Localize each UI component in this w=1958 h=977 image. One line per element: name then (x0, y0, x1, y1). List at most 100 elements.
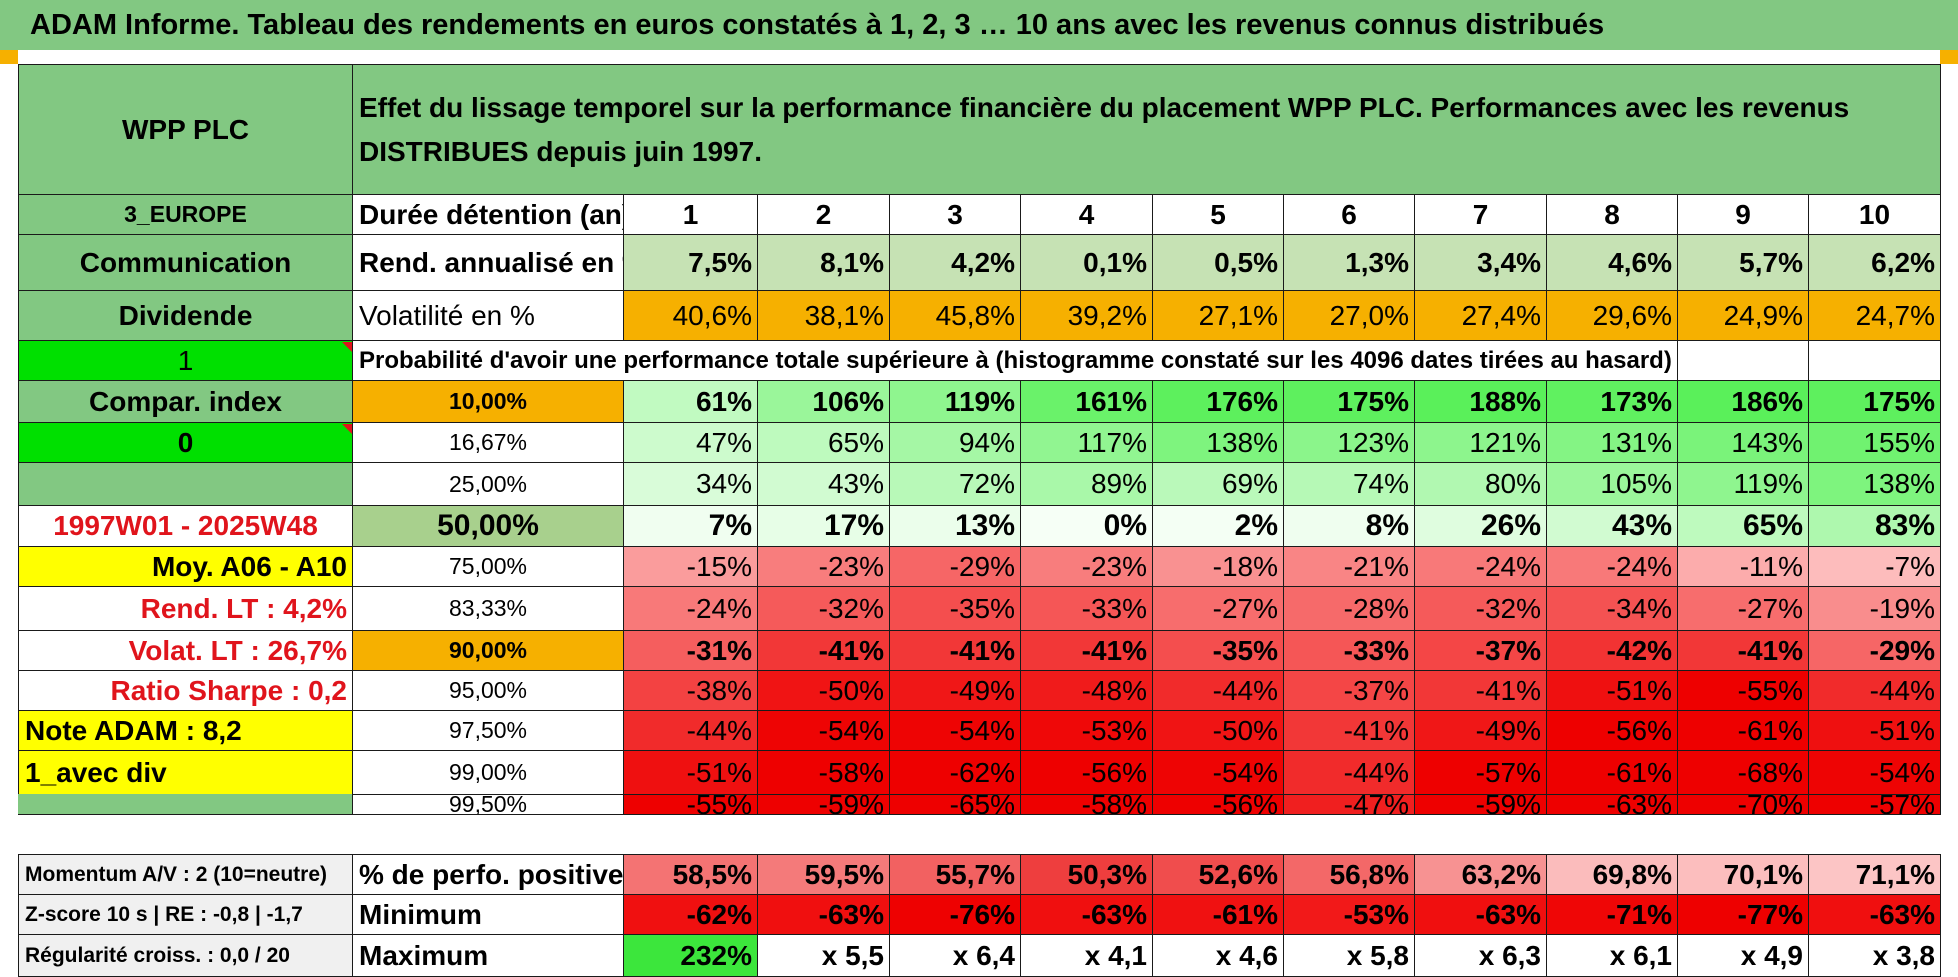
prob-value: -44% (1152, 670, 1284, 711)
year-header: 2 (757, 194, 890, 235)
year-header: 3 (889, 194, 1021, 235)
prob-value: -38% (623, 670, 758, 711)
vol-value: 27,1% (1152, 290, 1284, 341)
pos-value: 63,2% (1414, 854, 1547, 895)
blank-side-cell (18, 462, 353, 506)
prob-value: -51% (1546, 670, 1678, 711)
vol-value: 29,6% (1546, 290, 1678, 341)
rend-value: 4,2% (889, 234, 1021, 291)
prob-value: -57% (1414, 750, 1547, 795)
pos-value: 59,5% (757, 854, 890, 895)
prob-value: -35% (1152, 630, 1284, 671)
prob-value: -54% (1152, 750, 1284, 795)
prob-value: 89% (1020, 462, 1153, 506)
max-value: x 6,1 (1546, 934, 1678, 977)
rend-value: 0,1% (1020, 234, 1153, 291)
prob-value: 7% (623, 505, 758, 547)
corner-marker-left (0, 50, 18, 64)
rend-value: 1,3% (1283, 234, 1415, 291)
prob-value: -51% (1808, 710, 1941, 751)
prob-value: -29% (1808, 630, 1941, 671)
prob-value: -27% (1677, 586, 1809, 631)
prob-value: -50% (1152, 710, 1284, 751)
min-value: -71% (1546, 894, 1678, 935)
prob-value: -21% (1283, 546, 1415, 587)
max-value: x 4,6 (1152, 934, 1284, 977)
prob-value: -11% (1677, 546, 1809, 587)
rend-value: 7,5% (623, 234, 758, 291)
max-value: x 4,1 (1020, 934, 1153, 977)
prob-value: -41% (1414, 670, 1547, 711)
prob-value: 13% (889, 505, 1021, 547)
region-label: 3_EUROPE (18, 194, 353, 235)
prob-value: -58% (757, 750, 890, 795)
prob-value: -62% (889, 750, 1021, 795)
spacer-bar (18, 794, 352, 814)
prob-value: 43% (757, 462, 890, 506)
prob-value: -32% (1414, 586, 1547, 631)
vol-value: 38,1% (757, 290, 890, 341)
year-header: 5 (1152, 194, 1284, 235)
prob-value: -70% (1677, 794, 1809, 815)
prob-value: 17% (757, 505, 890, 547)
prob-value: -44% (1808, 670, 1941, 711)
prob-value: -24% (623, 586, 758, 631)
year-header: 8 (1546, 194, 1678, 235)
pos-value: 58,5% (623, 854, 758, 895)
prob-value: 72% (889, 462, 1021, 506)
prob-value: -33% (1020, 586, 1153, 631)
flag-1: 1 (18, 340, 353, 381)
year-header: 9 (1677, 194, 1809, 235)
report-title-bar: ADAM Informe. Tableau des rendements en … (0, 0, 1958, 50)
label-duree: Durée détention (an) (352, 194, 624, 235)
vol-value: 40,6% (623, 290, 758, 341)
prob-value: 119% (889, 380, 1021, 423)
volat-lt-label: Volat. LT : 26,7% (18, 630, 353, 671)
prob-value: -23% (757, 546, 890, 587)
row-label: % de perfo. positive (352, 854, 624, 895)
row-label: Minimum (352, 894, 624, 935)
min-value: -76% (889, 894, 1021, 935)
prob-value: -49% (1414, 710, 1547, 751)
prob-value: -15% (623, 546, 758, 587)
threshold-pct: 99,00% (352, 750, 624, 795)
prob-value: -7% (1808, 546, 1941, 587)
prob-value: -41% (1020, 630, 1153, 671)
threshold-pct: 90,00% (352, 630, 624, 671)
prob-value: 74% (1283, 462, 1415, 506)
prob-value: -58% (1020, 794, 1153, 815)
min-value: -62% (623, 894, 758, 935)
prob-value: 8% (1283, 505, 1415, 547)
year-header: 1 (623, 194, 758, 235)
vol-value: 24,9% (1677, 290, 1809, 341)
prob-value: 188% (1414, 380, 1547, 423)
note-adam-label: Note ADAM : 8,2 (18, 710, 353, 751)
prob-value: -27% (1152, 586, 1284, 631)
prob-value: -61% (1677, 710, 1809, 751)
pos-value: 69,8% (1546, 854, 1678, 895)
vol-value: 45,8% (889, 290, 1021, 341)
prob-value: 0% (1020, 505, 1153, 547)
prob-value: 186% (1677, 380, 1809, 423)
prob-value: -54% (757, 710, 890, 751)
prob-value: -68% (1677, 750, 1809, 795)
max-value: x 4,9 (1677, 934, 1809, 977)
prob-value: -41% (889, 630, 1021, 671)
prob-value: -53% (1020, 710, 1153, 751)
prob-value: 175% (1283, 380, 1415, 423)
prob-value: 80% (1414, 462, 1547, 506)
vol-value: 27,0% (1283, 290, 1415, 341)
min-value: -53% (1283, 894, 1415, 935)
div-label: 1_avec div (18, 750, 353, 795)
rend-value: 5,7% (1677, 234, 1809, 291)
threshold-pct: 83,33% (352, 586, 624, 631)
vol-value: 24,7% (1808, 290, 1941, 341)
threshold-pct: 16,67% (352, 422, 624, 463)
stat-label: Z-score 10 s | RE : -0,8 | -1,7 (18, 894, 353, 935)
blank-cell (1808, 340, 1941, 381)
prob-value: 106% (757, 380, 890, 423)
prob-value: -29% (889, 546, 1021, 587)
year-header: 10 (1808, 194, 1941, 235)
prob-value: -61% (1546, 750, 1678, 795)
label-vol: Volatilité en % (352, 290, 624, 341)
